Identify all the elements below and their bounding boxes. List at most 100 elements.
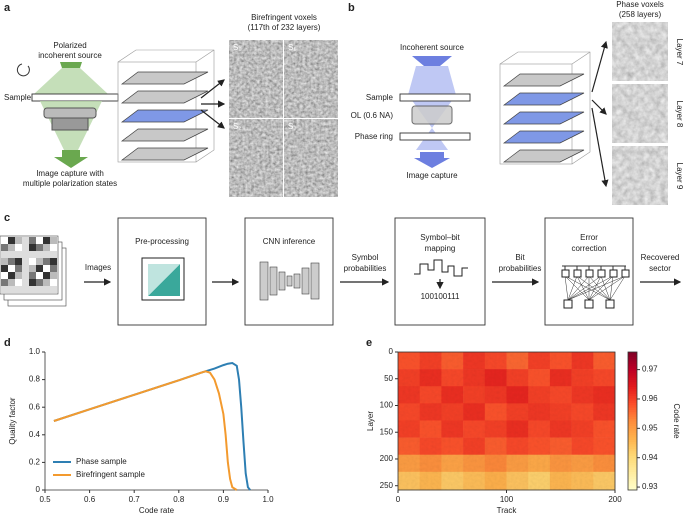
x-tick-label: 0 — [396, 495, 401, 504]
pixel — [50, 237, 57, 244]
colorbar-slice — [628, 398, 637, 401]
colorbar-slice — [628, 404, 637, 408]
pixel — [1, 265, 8, 272]
colorbar-slice — [628, 446, 637, 449]
pixel — [43, 286, 50, 293]
source — [60, 62, 82, 68]
colorbar-slice — [628, 386, 637, 390]
step-label: Pre-processing — [135, 237, 189, 246]
label: Image capture — [406, 171, 458, 180]
colorbar-label: Code rate — [672, 403, 681, 439]
layer-plate — [120, 90, 209, 104]
panel-label: d — [4, 337, 11, 349]
x-tick-label: 0.8 — [173, 495, 185, 504]
label: incoherent source — [38, 51, 102, 60]
colorbar-slice — [628, 384, 637, 387]
edge — [600, 275, 611, 301]
pixel — [29, 244, 36, 251]
arrow — [591, 40, 608, 93]
colorbar-slice — [628, 469, 637, 472]
colorbar-slice — [628, 407, 637, 410]
image-tile — [229, 119, 283, 197]
colorbar-slice — [628, 471, 637, 475]
layer-plate — [502, 130, 585, 144]
edge — [588, 275, 626, 301]
label: Phase ring — [355, 132, 393, 141]
panel-label: a — [4, 2, 11, 14]
step-label: Symbol–bit — [420, 233, 460, 242]
pixel — [36, 279, 43, 286]
y-tick-label: 250 — [380, 481, 394, 490]
y-tick-label: 1.0 — [29, 347, 41, 356]
images: S₀ S₁ S₂ S₃ — [200, 40, 338, 197]
y-tick-label: 0.2 — [29, 458, 41, 467]
panel-label: e — [366, 337, 372, 349]
pixel — [8, 272, 15, 279]
label: multiple polarization states — [23, 179, 117, 188]
label: Polarized — [53, 41, 86, 50]
node — [573, 269, 582, 278]
colorbar-slice — [628, 418, 637, 422]
y-axis-label: Layer — [366, 411, 375, 431]
y-tick-label: 0.4 — [29, 430, 41, 439]
image-tile — [229, 40, 283, 118]
pixel — [43, 237, 50, 244]
image-label: Layer 8 — [675, 101, 684, 128]
legend-label: Phase sample — [76, 457, 127, 466]
pixel — [43, 258, 50, 265]
node — [585, 269, 594, 278]
beam — [34, 68, 108, 94]
image-label: S₀ — [233, 43, 242, 52]
voxel-stack — [499, 51, 591, 165]
y-tick-label: 200 — [380, 454, 394, 463]
panel-label: c — [4, 212, 10, 224]
pixel — [36, 265, 43, 272]
image-tile — [284, 119, 338, 197]
pixel — [43, 279, 50, 286]
colorbar-slice — [628, 356, 637, 360]
input-images — [0, 235, 67, 307]
y-tick-label: 50 — [384, 374, 393, 383]
edge — [564, 275, 590, 301]
colorbar-slice — [628, 437, 637, 440]
box-frame — [195, 49, 215, 63]
voxel-stack — [117, 49, 215, 163]
pixel — [29, 251, 36, 258]
box-frame — [499, 51, 591, 165]
step-label: Error — [580, 233, 598, 242]
colorbar-slice — [628, 423, 637, 426]
y-tick-label: 0 — [389, 347, 394, 356]
colorbar-tick-label: 0.93 — [642, 482, 658, 491]
pixel — [43, 272, 50, 279]
lens — [51, 117, 89, 131]
colorbar-slice — [628, 439, 637, 443]
colorbar-tick-label: 0.94 — [642, 453, 658, 462]
colorbar-tick-label: 0.95 — [642, 423, 658, 432]
layer-plate — [502, 92, 585, 106]
edge — [567, 275, 590, 301]
colorbar-slice — [628, 478, 637, 482]
node — [609, 269, 618, 278]
colorbar-slice — [628, 409, 637, 413]
edge — [564, 275, 611, 301]
y-axis-label: Quality factor — [8, 397, 17, 444]
pixel — [29, 237, 36, 244]
pixel — [8, 237, 15, 244]
label: Images — [85, 263, 111, 272]
colorbar-slice — [628, 365, 637, 369]
colorbar-slice — [628, 416, 637, 420]
layer-plate — [120, 128, 209, 142]
pixel — [8, 279, 15, 286]
colorbar-slice — [628, 391, 637, 394]
panel-label: b — [348, 2, 355, 14]
colorbar-slice — [628, 363, 637, 367]
label: Image capture with — [36, 169, 104, 178]
y-tick-label: 150 — [380, 427, 394, 436]
image-label: S₂ — [233, 122, 241, 131]
pixel — [36, 244, 43, 251]
pixel — [15, 237, 22, 244]
image-label: Layer 7 — [675, 39, 684, 66]
colorbar-slice — [628, 411, 637, 415]
pixel — [36, 251, 43, 258]
x-tick-label: 100 — [500, 495, 514, 504]
